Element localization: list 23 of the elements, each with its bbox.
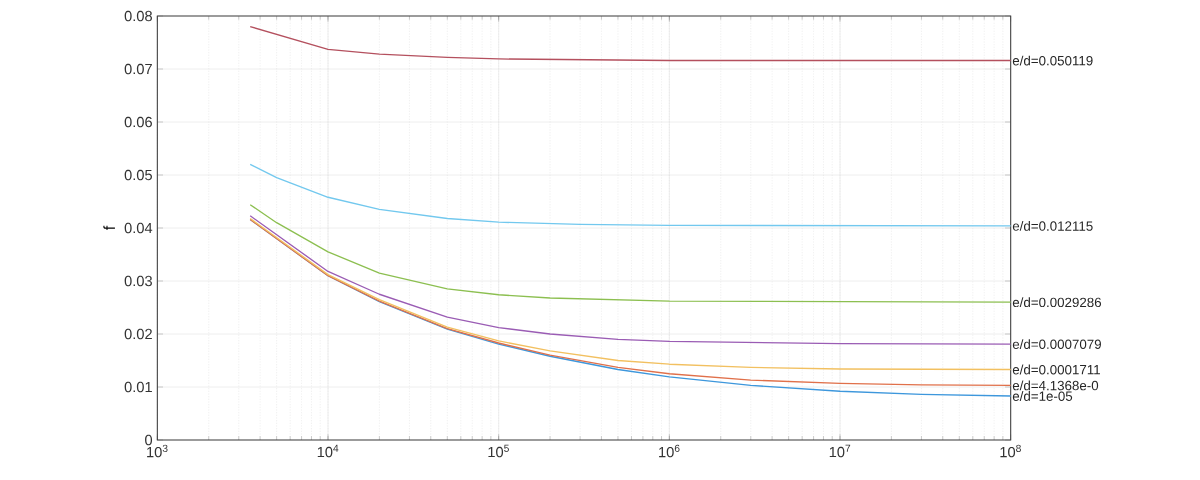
x-tick-label: 10$^{5}$ <box>488 444 509 458</box>
y-tick-label: 0.04 <box>124 222 153 234</box>
series-label: e/d=0.0029286 <box>1012 297 1102 308</box>
series-label: e/d=0.050119 <box>1012 55 1093 66</box>
series-label: e/d=0.012115 <box>1012 220 1093 231</box>
x-tick-label: 10$^{3}$ <box>147 444 168 458</box>
y-tick-label: 0 <box>145 434 153 446</box>
y-tick-label: 0.08 <box>124 10 152 22</box>
series-label: e/d=1e-05 <box>1012 391 1073 401</box>
y-tick-label: 0.03 <box>124 275 152 287</box>
y-tick-label: 0.02 <box>124 328 152 340</box>
y-tick-label: 0.07 <box>124 63 152 75</box>
x-tick-label: 10$^{7}$ <box>829 444 851 458</box>
y-tick-label: 0.06 <box>124 116 152 128</box>
series-label: e/d=0.0007079 <box>1012 339 1101 349</box>
x-tick-label: 10$^{6}$ <box>659 444 680 458</box>
y-axis-title: f <box>103 225 115 230</box>
x-tick-label: 10$^{8}$ <box>1000 444 1021 458</box>
series-label: e/d=4.1368e-0 <box>1012 380 1099 391</box>
y-tick-label: 0.01 <box>124 381 152 393</box>
x-tick-label: 10$^{4}$ <box>317 444 339 458</box>
series-label: e/d=0.0001711 <box>1012 364 1100 375</box>
y-tick-label: 0.05 <box>124 169 152 181</box>
